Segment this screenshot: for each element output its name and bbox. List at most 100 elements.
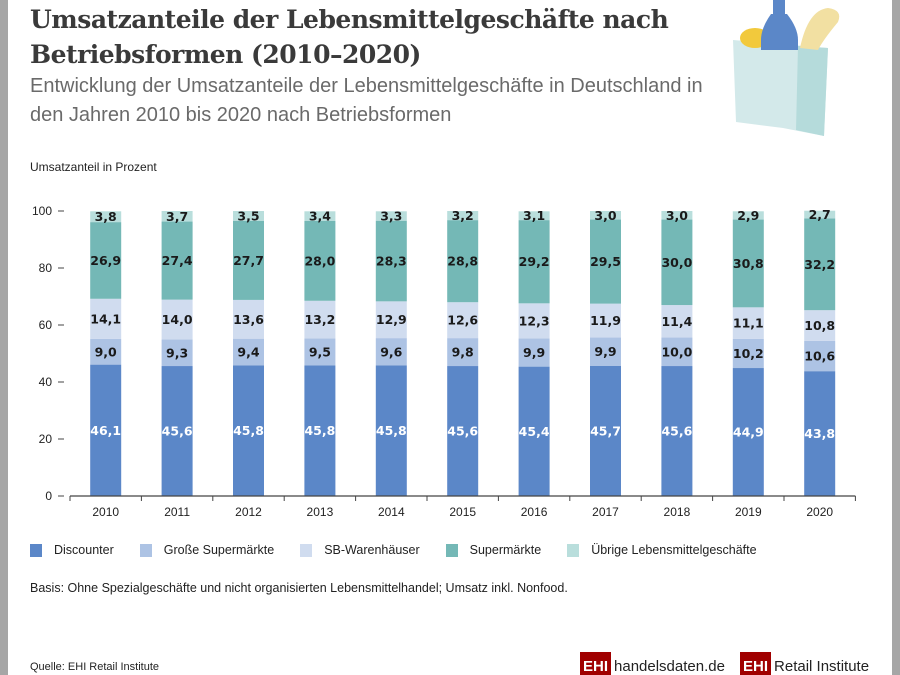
bar-segment	[590, 211, 621, 220]
data-label: 2,9	[737, 208, 759, 223]
y-tick-label: 60	[39, 318, 53, 332]
ehi-logo-mark: EHI	[580, 652, 612, 675]
legend-swatch	[567, 543, 580, 557]
data-label: 45,8	[233, 423, 264, 438]
bar-segment	[161, 211, 193, 222]
data-label: 43,8	[804, 426, 835, 441]
legend-item: Übrige Lebensmittelgeschäfte	[567, 543, 757, 557]
legend-item: Große Supermärkte	[139, 543, 274, 557]
legend-swatch	[30, 543, 42, 557]
data-label: 3,1	[523, 208, 545, 223]
data-label: 45,6	[447, 424, 478, 439]
data-label: 10,0	[661, 344, 692, 359]
bar-segment	[732, 338, 764, 369]
legend-label: Supermärkte	[469, 543, 542, 557]
x-tick-label: 2017	[592, 505, 619, 519]
data-label: 3,4	[309, 209, 331, 224]
handelsdaten-text: handelsdaten.de	[614, 658, 725, 675]
bar-segment	[590, 365, 621, 496]
legend-swatch	[300, 543, 313, 557]
bar-segment	[447, 220, 479, 303]
x-tick-label: 2014	[378, 505, 405, 519]
data-label: 14,1	[90, 311, 121, 326]
y-tick-label: 100	[32, 204, 52, 218]
bar-segment	[375, 220, 407, 302]
data-label: 11,4	[661, 314, 692, 329]
bar-segment	[518, 338, 550, 367]
bar-segment	[518, 220, 550, 304]
bar-segment	[375, 301, 407, 339]
bar-segment	[804, 210, 836, 219]
data-label: 27,4	[162, 253, 193, 268]
data-label: 9,9	[523, 345, 545, 360]
data-label: 3,2	[452, 208, 474, 223]
bar-segment	[732, 307, 764, 339]
data-label: 12,6	[447, 313, 478, 328]
bar-segment	[304, 220, 336, 301]
data-label: 44,9	[733, 425, 764, 440]
data-label: 27,7	[233, 253, 264, 268]
x-tick-label: 2018	[664, 505, 691, 519]
bar-segment	[90, 298, 122, 339]
data-label: 13,2	[304, 312, 335, 327]
data-label: 28,0	[304, 253, 335, 268]
bar-segment	[90, 364, 122, 496]
ehi-retail-institute-logo[interactable]: EHI Retail Institute	[740, 652, 869, 675]
bar-segment	[590, 337, 621, 366]
bar-segment	[590, 303, 621, 338]
bar-segment	[161, 366, 193, 496]
bar-segment	[304, 300, 336, 339]
stacked-bar-chart: 0 20 40 60 80 100 46,1 9,0 14,1 26,9 3,8 2010 45,6 9,…	[32, 204, 856, 519]
data-label: 10,2	[733, 346, 764, 361]
data-label: 3,0	[594, 208, 616, 223]
bar-segment	[661, 211, 693, 220]
bar-segment	[375, 365, 407, 496]
bar-segment	[732, 368, 764, 496]
data-label: 9,8	[452, 345, 474, 360]
data-label: 3,5	[237, 208, 259, 223]
bar-segment	[518, 211, 550, 221]
legend-item: Discounter	[30, 543, 114, 557]
data-label: 2,7	[809, 207, 831, 222]
data-label: 12,9	[376, 312, 407, 327]
legend-label: SB-Warenhäuser	[324, 543, 420, 557]
bar-segment	[732, 219, 764, 308]
retail-institute-text: Retail Institute	[774, 658, 870, 675]
data-label: 10,8	[804, 318, 835, 333]
data-label: 28,8	[447, 254, 478, 269]
data-label: 13,6	[233, 312, 264, 327]
shopping-bag-with-groceries-icon	[733, 0, 840, 136]
data-label: 32,2	[804, 257, 835, 272]
legend-item: SB-Warenhäuser	[300, 543, 420, 557]
data-label: 29,2	[519, 254, 550, 269]
bar-segment	[661, 366, 693, 496]
basis-note: Basis: Ohne Spezialgeschäfte und nicht o…	[30, 581, 568, 595]
bar-segment	[304, 211, 336, 221]
data-label: 45,6	[661, 424, 692, 439]
ehi-logo-mark: EHI	[740, 652, 772, 675]
data-label: 3,0	[666, 208, 688, 223]
bar-segment	[90, 338, 122, 365]
legend-label: Übrige Lebensmittelgeschäfte	[591, 543, 757, 557]
source-note: Quelle: EHI Retail Institute	[30, 661, 160, 673]
x-tick-label: 2020	[806, 505, 833, 519]
y-tick-label: 40	[39, 375, 53, 389]
bar-segment	[804, 310, 836, 341]
chart-title: Umsatzanteile der Lebensmittelgeschäfte …	[30, 5, 669, 69]
data-label: 46,1	[90, 423, 121, 438]
bar-segment	[661, 337, 693, 367]
data-label: 3,7	[166, 209, 188, 224]
data-label: 9,9	[594, 344, 616, 359]
x-tick-label: 2015	[449, 505, 476, 519]
data-label: 30,0	[661, 255, 692, 270]
legend-label: Discounter	[54, 543, 114, 557]
data-label: 9,0	[95, 344, 117, 359]
bar-segment	[375, 338, 407, 366]
bar-segment	[804, 371, 836, 496]
bar-segment	[518, 366, 550, 496]
y-tick-label: 20	[39, 432, 53, 446]
data-label: 14,0	[162, 312, 193, 327]
data-label: 45,4	[519, 424, 550, 439]
data-label: 45,8	[304, 423, 335, 438]
handelsdaten-logo[interactable]: EHI handelsdaten.de	[580, 652, 725, 675]
